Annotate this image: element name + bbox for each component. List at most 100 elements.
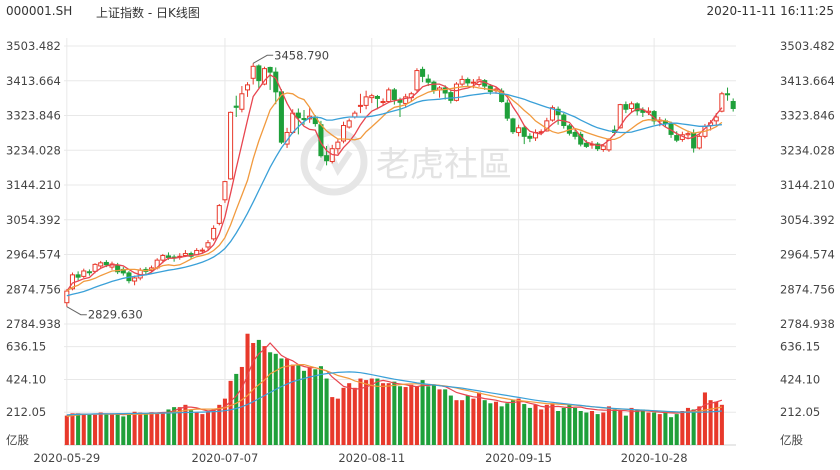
price-tick-left: 3413.664: [6, 74, 61, 88]
timestamp: 2020-11-11 16:11:25: [706, 4, 834, 18]
volume-bar: [561, 407, 566, 445]
volume-bar: [646, 412, 651, 445]
volume-bar: [211, 408, 216, 445]
volume-bar: [375, 378, 380, 445]
volume-tick-left: 636.15: [6, 340, 46, 354]
candle-down: [425, 78, 431, 83]
volume-bar: [364, 380, 369, 445]
watermark-text: 老虎社區: [376, 145, 512, 185]
volume-bar: [104, 414, 109, 445]
volume-bar: [155, 413, 160, 445]
volume-bar: [640, 409, 645, 445]
candle-down: [295, 112, 301, 119]
price-tick-left: 3054.392: [6, 213, 61, 227]
candle-down: [634, 103, 640, 112]
candle-down: [374, 95, 380, 99]
candle-up: [335, 141, 341, 150]
candle-down: [448, 92, 454, 101]
candle-up: [470, 81, 476, 84]
candle-down: [256, 65, 262, 82]
volume-bar: [573, 407, 578, 445]
volume-bar: [245, 333, 250, 445]
candle-up: [132, 277, 138, 282]
volume-bar: [493, 401, 499, 445]
volume-bar: [392, 381, 397, 445]
volume-bar: [708, 400, 713, 445]
candle-down: [267, 66, 273, 73]
candle-up: [549, 107, 556, 121]
volume-bar: [584, 412, 589, 445]
candle-down: [391, 89, 397, 101]
candle-up: [346, 120, 352, 128]
volume-bar: [702, 392, 707, 445]
volume-tick-left: 424.10: [6, 372, 46, 386]
candle-up: [713, 116, 719, 122]
date-tick: 2020-05-29: [33, 451, 100, 465]
price-tick-left: 3144.210: [6, 178, 61, 192]
volume-bar: [70, 413, 75, 445]
volume-bar: [200, 414, 205, 445]
volume-bar: [115, 414, 120, 445]
candle-down: [233, 105, 239, 108]
volume-bar: [352, 387, 357, 445]
volume-bar: [386, 383, 391, 445]
candle-up: [617, 104, 623, 129]
volume-bar: [369, 378, 374, 445]
volume-bar: [443, 389, 448, 445]
candle-down: [165, 255, 172, 258]
candle-down: [572, 131, 578, 137]
volume-bar: [460, 400, 465, 445]
volume-bar: [522, 404, 527, 445]
chart-header: 000001.SH 上证指数 - 日K线图 2020-11-11 16:11:2…: [0, 0, 840, 22]
volume-bar: [251, 343, 256, 445]
volume-bar: [76, 413, 81, 445]
watermark-logo: [300, 128, 368, 196]
price-tick-left: 3323.846: [6, 109, 61, 123]
volume-bar: [64, 415, 69, 445]
volume-bar: [358, 378, 363, 445]
candle-down: [103, 261, 109, 266]
candle-down: [420, 68, 426, 77]
price-tick-left: 2784.938: [6, 317, 61, 331]
volume-bar: [98, 412, 103, 445]
volume-bar: [420, 380, 425, 445]
price-tick-left: 2874.756: [6, 282, 61, 296]
candle-up: [81, 270, 87, 277]
volume-bar: [172, 407, 177, 445]
candle-down: [301, 118, 307, 121]
volume-bar: [437, 389, 442, 445]
date-tick: 2020-07-07: [192, 451, 259, 465]
candle-down: [691, 132, 697, 149]
volume-bar: [93, 414, 98, 445]
volume-bar: [189, 410, 194, 445]
candle-down: [397, 99, 403, 103]
price-tick-right: 3234.028: [780, 143, 835, 157]
price-annotations: 3458.790 2829.630: [66, 48, 329, 322]
volume-bar: [448, 395, 453, 445]
candle-up: [459, 78, 465, 85]
volume-bar: [397, 386, 403, 445]
volume-bar: [341, 387, 346, 445]
volume-bar: [296, 365, 301, 445]
volume-bar: [324, 378, 329, 445]
volume-bar: [612, 409, 617, 445]
volume-bar: [217, 404, 222, 445]
candle-up: [261, 68, 268, 85]
candle-down: [724, 93, 731, 96]
candle-down: [278, 91, 284, 143]
volume-bar: [714, 401, 719, 445]
high-annotation-leader: [252, 54, 274, 64]
volume-bar: [183, 404, 188, 445]
price-tick-right: 2964.574: [780, 248, 835, 262]
volume-bar: [488, 403, 493, 445]
volume-bar: [239, 366, 244, 445]
volume-tick-right: 636.15: [780, 340, 820, 354]
date-tick: 2020-10-28: [621, 451, 688, 465]
axis-labels: 3503.482 3503.482 3413.664 3413.664 3323.846…: [6, 39, 835, 465]
volume-bar: [149, 412, 154, 445]
volume-bar: [601, 412, 606, 445]
volume-bar: [279, 358, 284, 445]
volume-bar: [477, 392, 482, 445]
volume-bar: [657, 414, 662, 445]
watermark: 老虎社區: [300, 128, 512, 196]
